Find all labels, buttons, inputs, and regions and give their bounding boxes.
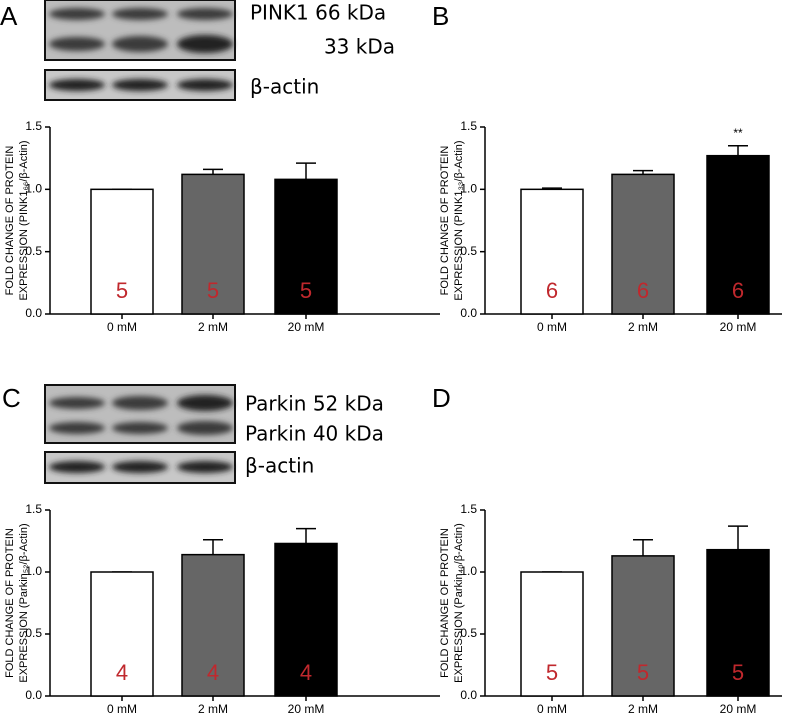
y-tick-label: 0.5 <box>25 244 42 258</box>
panel-label: B <box>432 1 449 31</box>
bar <box>181 553 245 697</box>
y-tick-label: 0.0 <box>460 306 477 320</box>
y-tick-label: 1.0 <box>460 182 477 196</box>
y-axis-label: EXPRESSION (Parkin₅₂/β-Actin) <box>18 523 30 682</box>
y-tick-label: 0.5 <box>25 626 42 640</box>
x-tick-label: 2 mM <box>628 702 658 716</box>
blot-label: β-actin <box>245 454 314 478</box>
y-tick-label: 0.0 <box>25 688 42 702</box>
bar <box>520 188 584 315</box>
x-tick-label: 2 mM <box>198 320 228 334</box>
n-label: 4 <box>116 660 128 685</box>
x-tick-label: 20 mM <box>288 320 325 334</box>
blot-label: PINK1 66 kDa <box>250 1 386 25</box>
panel-label: A <box>0 1 18 31</box>
panel-label: C <box>2 383 21 413</box>
error-bar <box>728 144 748 156</box>
y-tick-label: 0.0 <box>25 306 42 320</box>
y-axis-label: FOLD CHANGE OF PROTEIN <box>439 528 451 678</box>
x-tick-label: 20 mM <box>288 702 325 716</box>
y-axis-label: FOLD CHANGE OF PROTEIN <box>439 146 451 296</box>
y-tick-label: 0.5 <box>460 244 477 258</box>
bar <box>611 173 675 315</box>
bar <box>181 173 245 315</box>
y-axis-label: EXPRESSION (Parkin₄₀/β-Actin) <box>453 523 465 683</box>
y-tick-label: 1.5 <box>460 502 477 516</box>
n-label: 6 <box>732 278 744 303</box>
bar <box>90 188 154 315</box>
x-tick-label: 20 mM <box>720 320 757 334</box>
n-label: 5 <box>546 660 558 685</box>
y-tick-label: 1.5 <box>460 119 477 133</box>
x-tick-label: 2 mM <box>628 320 658 334</box>
n-label: 5 <box>732 660 744 685</box>
y-axis-label: FOLD CHANGE OF PROTEIN <box>4 146 16 296</box>
x-tick-label: 2 mM <box>198 702 228 716</box>
bar <box>520 571 584 697</box>
y-axis-label: EXPRESSION (PINK1₃₃/β-Actin) <box>453 140 465 300</box>
n-label: 4 <box>207 660 219 685</box>
western-blot <box>44 0 236 101</box>
x-tick-label: 20 mM <box>720 702 757 716</box>
x-tick-label: 0 mM <box>537 702 567 716</box>
y-tick-label: 1.0 <box>460 564 477 578</box>
blot-label: 33 kDa <box>324 35 395 59</box>
error-bar <box>296 162 316 180</box>
blot-label: Parkin 52 kDa <box>245 392 384 416</box>
y-tick-label: 1.0 <box>25 182 42 196</box>
western-blot <box>44 384 236 484</box>
y-tick-label: 0.0 <box>460 688 477 702</box>
y-tick-label: 0.5 <box>460 626 477 640</box>
error-bar <box>203 539 223 555</box>
y-tick-label: 1.0 <box>25 564 42 578</box>
bar <box>274 178 338 315</box>
n-label: 5 <box>116 278 128 303</box>
n-label: 4 <box>300 660 312 685</box>
y-axis-label: EXPRESSION (PINK1₆₆/β-Actin) <box>18 140 30 300</box>
blot-label: β-actin <box>250 75 319 99</box>
n-label: 6 <box>546 278 558 303</box>
blot-label: Parkin 40 kDa <box>245 422 384 446</box>
bar <box>611 555 675 697</box>
error-bar <box>203 168 223 175</box>
x-tick-label: 0 mM <box>107 320 137 334</box>
n-label: 5 <box>300 278 312 303</box>
error-bar <box>728 525 748 550</box>
bar <box>706 548 770 697</box>
bar <box>706 154 770 315</box>
panel-label: D <box>432 383 451 413</box>
x-tick-label: 0 mM <box>537 320 567 334</box>
y-axis-label: FOLD CHANGE OF PROTEIN <box>4 528 16 678</box>
error-bar <box>296 527 316 544</box>
y-tick-label: 1.5 <box>25 119 42 133</box>
n-label: 6 <box>637 278 649 303</box>
bar <box>90 571 154 697</box>
n-label: 5 <box>207 278 219 303</box>
x-tick-label: 0 mM <box>107 702 137 716</box>
y-tick-label: 1.5 <box>25 502 42 516</box>
n-label: 5 <box>637 660 649 685</box>
significance: ** <box>733 126 743 140</box>
error-bar <box>633 539 653 556</box>
bar <box>274 542 338 697</box>
